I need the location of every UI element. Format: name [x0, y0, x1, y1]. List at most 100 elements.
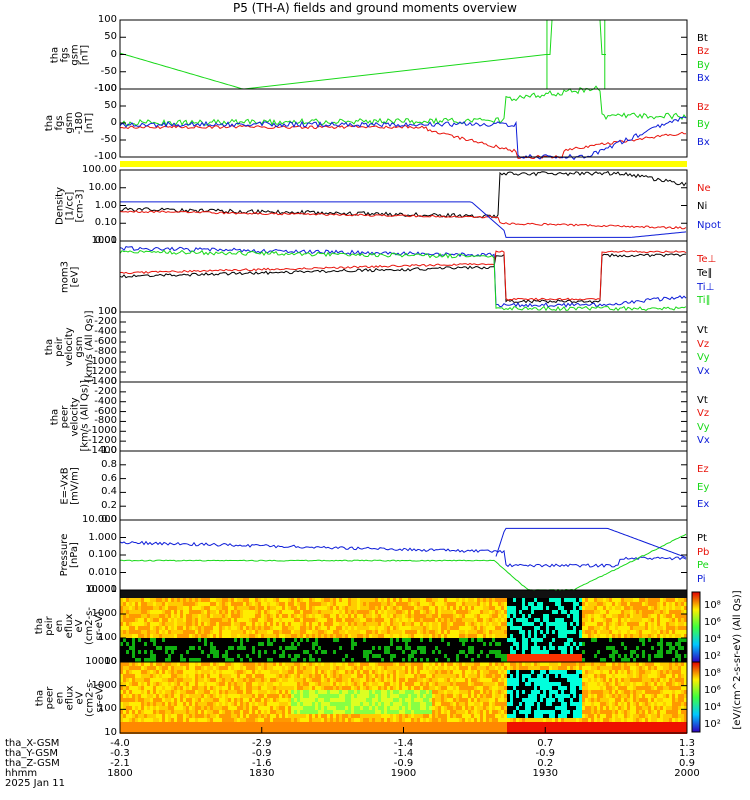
- y-tick-label-p6: -800: [94, 415, 117, 427]
- legend-p7-Ez: Ez: [697, 464, 709, 475]
- x-row-value: 1830: [249, 768, 275, 779]
- p3-npot-line: [120, 201, 687, 238]
- y-tick-label-p7: 0.0: [101, 514, 117, 525]
- y-axis-label-p4: mom3 [eV]: [59, 260, 80, 293]
- legend-p2-Bx: Bx: [697, 136, 710, 148]
- y-axis-label-p6: tha peer velocity [km/s (All Qs)]: [49, 379, 90, 451]
- y-axis-label-p9: tha peir en eflux eV (cm2-s- sr-eV): [34, 607, 105, 645]
- legend-p3-Npot: Npot: [697, 219, 721, 231]
- legend-p8-Pi: Pi: [697, 573, 706, 585]
- y-tick-label-p5: -1000: [87, 356, 117, 367]
- x-row-label: tha_Z-GSM: [5, 758, 60, 769]
- y-tick-label-p3: 1.00: [94, 199, 117, 211]
- x-row-value: 0.9: [679, 758, 695, 769]
- y-tick-label-p5: -1400: [87, 376, 117, 387]
- x-row-value: 1.3: [679, 738, 695, 749]
- colorbar-tick-bottom: 10⁶: [704, 685, 721, 696]
- colorbar-tick-top: 10⁸: [704, 600, 721, 611]
- legend-p8-Pb: Pb: [697, 546, 710, 558]
- y-tick-label-p6: -600: [94, 405, 117, 417]
- x-row-value: 0.7: [537, 738, 554, 749]
- x-row-value: 2000: [674, 768, 700, 779]
- y-axis-label-p1: tha fgs gsm [nT]: [49, 43, 90, 66]
- p3-ne-line: [119, 210, 687, 230]
- p4-teperp-line: [119, 250, 687, 301]
- p2-bz-line: [119, 124, 686, 160]
- y-tick-label-p6: 0: [110, 376, 117, 387]
- x-date-label: 2025 Jan 11: [5, 778, 65, 789]
- y-tick-label-p7: 0.8: [101, 458, 117, 470]
- chart-title: P5 (TH-A) fields and ground moments over…: [233, 1, 517, 15]
- p1-by-line: [119, 19, 606, 90]
- panel-frame-p8: [119, 519, 688, 591]
- y-tick-label-p7: 0.4: [101, 486, 117, 498]
- y-axis-label-p5: tha peir velocity gsm [km/s (All Qs)]: [44, 310, 95, 382]
- colorbar-label: [eV/(cm^2-s-sr-eV) (All Qs)]: [732, 590, 743, 730]
- x-row-value: -0.9: [535, 748, 555, 759]
- y-tick-label-p9: 10: [104, 656, 117, 667]
- y-tick-label-p2: 100: [97, 83, 117, 94]
- y-tick-label-p8: 0.010: [88, 566, 117, 578]
- x-row-value: -2.9: [251, 738, 272, 749]
- y-tick-label-p9: 100: [97, 632, 117, 643]
- x-row-value: -4.0: [110, 738, 130, 749]
- x-row-value: 1900: [390, 768, 417, 779]
- legend-p1-By: By: [697, 59, 710, 71]
- y-tick-label-p8: 1.000: [88, 531, 117, 543]
- y-tick-label-p2: 50: [104, 100, 117, 111]
- legend-p6-Vz: Vz: [697, 408, 710, 420]
- legend-p4-Te⊥: Te⊥: [697, 254, 717, 265]
- p8-pb-line: [495, 527, 687, 558]
- p8-pe-line: [119, 533, 687, 592]
- y-tick-label-p6: -200: [94, 385, 117, 397]
- legend-p7-Ex: Ex: [697, 499, 710, 511]
- legend-p5-Vt: Vt: [697, 325, 708, 336]
- p4-tiperp-line: [119, 246, 687, 308]
- y-tick-label-p1: 0: [110, 48, 117, 60]
- legend-p2-By: By: [697, 119, 710, 131]
- legend-p3-Ne: Ne: [697, 183, 711, 194]
- legend-p5-Vz: Vz: [697, 338, 710, 350]
- p3-ni-line: [119, 170, 687, 219]
- panel-frame-p6: [119, 381, 688, 452]
- y-tick-label-p8: 0.100: [88, 549, 117, 560]
- y-tick-label-p5: -200: [94, 316, 117, 327]
- y-axis-label-p3: Density [1/cc] [cm-3]: [54, 186, 85, 225]
- y-tick-label-p6: -1000: [87, 425, 117, 437]
- y-axis-label-p8: Pressure [nPa]: [59, 533, 80, 577]
- legend-p8-Pt: Pt: [697, 533, 707, 544]
- legend-p4-Te∥: Te∥: [697, 267, 713, 279]
- y-tick-label-p6: -1200: [87, 435, 117, 447]
- colorbar-tick-top: 10⁴: [704, 634, 721, 645]
- y-tick-label-p3: 100.00: [82, 164, 117, 175]
- y-tick-label-p6: -400: [94, 395, 117, 407]
- y-tick-label-p5: -800: [94, 346, 117, 357]
- legend-p1-Bt: Bt: [697, 33, 708, 44]
- y-tick-label-p9: 1000: [91, 608, 117, 619]
- x-row-label: hhmm: [5, 768, 38, 779]
- colorbar-tick-bottom: 10⁴: [704, 702, 721, 713]
- y-axis-label-p2: tha fgs gsm -180 [nT]: [44, 111, 95, 135]
- x-row-value: -1.6: [251, 758, 272, 769]
- x-row-value: -0.3: [110, 748, 130, 759]
- y-tick-label-p3: 0.01: [94, 235, 117, 246]
- legend-p4-Ti∥: Ti∥: [697, 295, 711, 307]
- p4-tepar-line: [119, 253, 687, 304]
- legend-p1-Bx: Bx: [697, 72, 710, 84]
- y-tick-label-p1: 100: [97, 14, 117, 25]
- x-row-label: tha_X-GSM: [5, 738, 60, 749]
- legend-p5-Vx: Vx: [697, 365, 710, 377]
- x-row-value: 1.3: [679, 748, 695, 759]
- y-tick-label-p10: 10: [104, 727, 117, 738]
- y-tick-label-p5: -400: [94, 326, 117, 337]
- y-tick-label-p6: -1400: [87, 445, 117, 456]
- colorbar-electron: [691, 661, 701, 733]
- p2-by-line: [119, 85, 687, 127]
- panel-frame-p5: [119, 311, 688, 383]
- y-tick-label-p3: 10.00: [88, 181, 117, 193]
- y-tick-label-p7: 0.2: [101, 500, 117, 512]
- colorbar-tick-bottom: 10²: [704, 719, 721, 730]
- panel-frame-p7: [119, 450, 688, 521]
- colorbar-tick-top: 10²: [704, 651, 721, 662]
